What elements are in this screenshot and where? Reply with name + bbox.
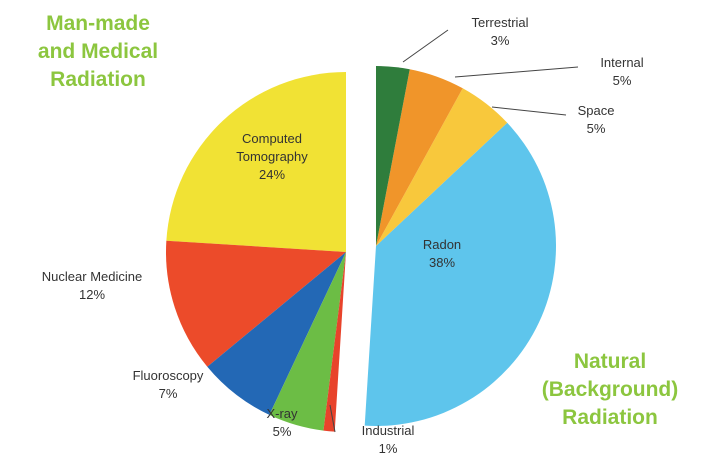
value-label: 7% bbox=[158, 386, 178, 401]
value-label: 5% bbox=[612, 73, 632, 88]
slice-label: Internal 5% bbox=[600, 54, 643, 90]
category-name: Radon bbox=[422, 237, 462, 252]
group-title-line: (Background) bbox=[541, 378, 679, 401]
pie-slice bbox=[269, 252, 346, 431]
slice-label: Radon 38% bbox=[423, 236, 461, 272]
category-name: Terrestrial bbox=[471, 15, 529, 30]
value-label: 5% bbox=[272, 424, 292, 439]
group-title-line: and Medical bbox=[37, 40, 159, 63]
slice-label: Nuclear Medicine 12% bbox=[42, 268, 142, 304]
value-label: 3% bbox=[490, 33, 510, 48]
category-name: Nuclear Medicine bbox=[41, 269, 143, 284]
group-title-line: Natural bbox=[573, 350, 647, 373]
value-label: 5% bbox=[586, 121, 606, 136]
slice-label: Fluoroscopy 7% bbox=[133, 367, 204, 403]
group-title-line: Radiation bbox=[562, 406, 658, 429]
group-title-line: Radiation bbox=[50, 68, 146, 91]
slice-label: Computed Tomography 24% bbox=[224, 130, 320, 184]
category-name: Fluoroscopy bbox=[132, 368, 204, 383]
value-label: 38% bbox=[428, 255, 456, 270]
value-label: 1% bbox=[378, 441, 398, 456]
pie-slice bbox=[376, 69, 463, 246]
value-label: 12% bbox=[78, 287, 106, 302]
group-title-line: Man-made bbox=[46, 12, 150, 35]
pie-slice bbox=[166, 240, 346, 367]
slice-label: Space 5% bbox=[578, 102, 615, 138]
group-title: Natural (Background) Radiation bbox=[542, 348, 679, 432]
slice-label: Terrestrial 3% bbox=[471, 14, 528, 50]
slice-label: X-ray 5% bbox=[266, 405, 297, 441]
value-label: 24% bbox=[258, 167, 286, 182]
leader-line bbox=[329, 404, 336, 433]
pie-slice bbox=[376, 88, 508, 246]
pie-slice bbox=[207, 252, 346, 415]
pie-slice bbox=[364, 122, 557, 426]
category-name: Industrial bbox=[361, 423, 415, 438]
leader-line bbox=[402, 29, 449, 63]
category-name: X-ray bbox=[266, 406, 298, 421]
slice-label: Industrial 1% bbox=[362, 422, 415, 458]
pie-slice bbox=[166, 71, 346, 252]
category-name: Internal bbox=[600, 55, 644, 70]
pie-slice bbox=[323, 252, 346, 432]
leader-line bbox=[491, 106, 567, 116]
category-name: Space bbox=[577, 103, 615, 118]
category-name: Computed Tomography bbox=[236, 131, 308, 164]
group-title: Man-made and Medical Radiation bbox=[38, 10, 158, 94]
leader-line bbox=[454, 66, 579, 78]
pie-slice bbox=[376, 66, 410, 246]
